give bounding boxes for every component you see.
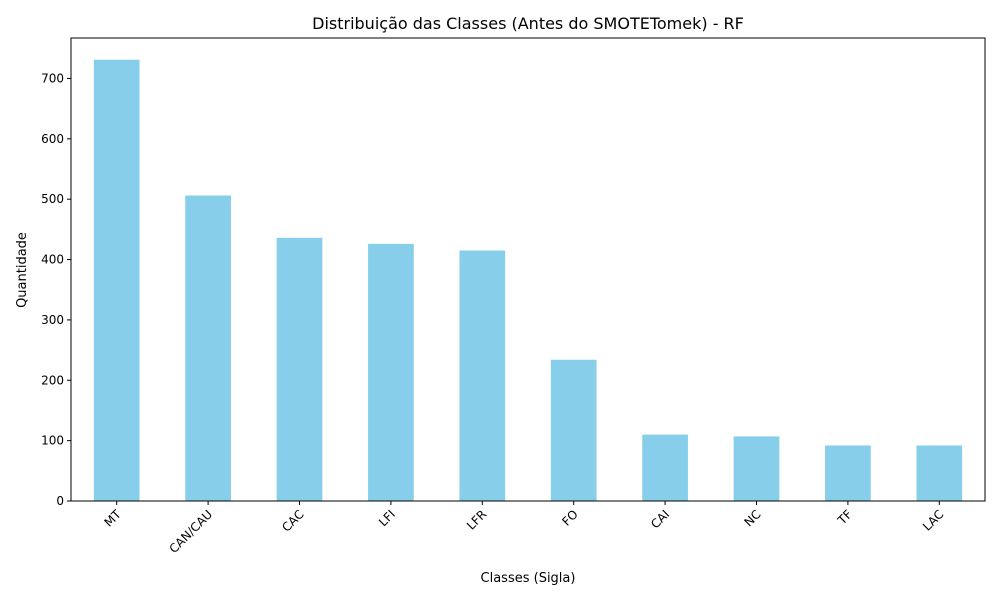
- x-tick-label: TF: [834, 507, 855, 528]
- chart-title: Distribuição das Classes (Antes do SMOTE…: [312, 14, 744, 33]
- bar-lac: [916, 445, 963, 501]
- y-tick-label: 0: [56, 494, 64, 508]
- x-tick-label: FO: [559, 507, 580, 528]
- y-tick-label: 700: [41, 71, 64, 85]
- y-tick-label: 100: [41, 434, 64, 448]
- x-tick-label: LFR: [464, 507, 489, 532]
- bar-cac: [276, 237, 323, 501]
- y-tick-label: 300: [41, 313, 64, 327]
- x-tick-label: MT: [101, 507, 124, 530]
- x-tick-label: CAI: [648, 507, 672, 531]
- bar-lfi: [368, 243, 414, 501]
- x-axis: MT CAN/CAU CAC LFI LFR FO CAI NC TF LAC: [101, 501, 946, 556]
- x-tick-label: NC: [741, 507, 763, 529]
- bar-mt: [93, 59, 140, 502]
- bar-lfr: [459, 250, 506, 501]
- y-tick-label: 600: [41, 132, 64, 146]
- x-tick-label: LAC: [920, 507, 946, 533]
- y-axis-label: Quantidade: [15, 232, 30, 308]
- bar-cai: [642, 434, 688, 501]
- y-tick-label: 400: [41, 253, 64, 267]
- bar-can-cau: [185, 195, 231, 502]
- bar-nc: [733, 436, 780, 501]
- y-tick-label: 200: [41, 373, 64, 387]
- x-tick-label: CAN/CAU: [166, 507, 215, 556]
- bar-fo: [550, 359, 597, 501]
- bar-tf: [825, 445, 871, 501]
- plot-frame: [70, 37, 986, 502]
- y-tick-label: 500: [41, 192, 64, 206]
- x-tick-label: LFI: [376, 507, 398, 529]
- y-axis: 0 100 200 300 400 500 600 700: [41, 71, 71, 508]
- x-axis-label: Classes (Sigla): [481, 571, 576, 586]
- bars-group: [93, 59, 963, 502]
- x-tick-label: CAC: [279, 507, 306, 534]
